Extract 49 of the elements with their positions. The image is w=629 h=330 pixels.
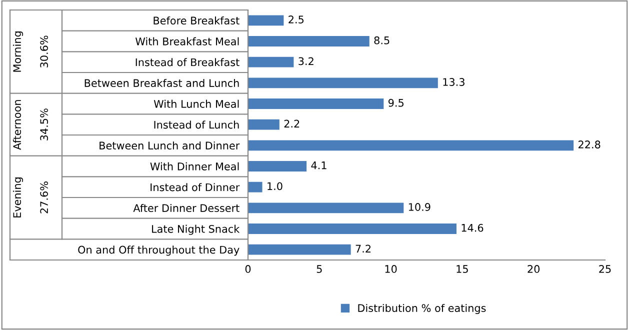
data-label: 13.3: [443, 78, 464, 86]
legend-label: Distribution % of eatings: [358, 304, 486, 314]
y-tick-label: Instead of Breakfast: [136, 58, 240, 66]
bar: [248, 56, 294, 68]
data-label: 10.9: [408, 203, 430, 211]
data-label: 22.8: [578, 140, 600, 148]
text: 27.6%: [40, 182, 48, 214]
data-label: 9.5: [388, 98, 404, 107]
bar: [248, 15, 284, 26]
data-label: 3.2: [298, 57, 314, 66]
text: 34.5%: [40, 108, 48, 140]
x-tick-label: 25: [599, 265, 611, 273]
bar: [248, 182, 262, 192]
y-tick-label: After Dinner Dessert: [133, 204, 240, 212]
text: Morning: [12, 32, 24, 72]
data-label: 7.2: [356, 244, 371, 252]
y-tick-label: Between Breakfast and Lunch: [84, 78, 239, 88]
text: Evening: [12, 178, 24, 218]
bar: [248, 78, 438, 88]
x-tick-label: 10: [385, 265, 397, 273]
x-tick-label: 20: [528, 265, 540, 273]
data-label: 2.5: [288, 16, 304, 24]
bar: [248, 36, 370, 46]
text: 30.6%: [40, 36, 48, 68]
y-tick-label: Instead of Lunch: [154, 120, 239, 129]
x-tick-label: 15: [456, 265, 468, 273]
x-tick-label: 5: [316, 265, 322, 273]
bar: [248, 119, 280, 130]
bar: [248, 161, 307, 172]
y-tick-label: With Lunch Meal: [154, 100, 239, 108]
data-label: 14.6: [462, 224, 484, 232]
data-label: 2.2: [284, 120, 300, 128]
y-tick-label: On and Off throughout the Day: [78, 246, 240, 256]
data-label: 8.5: [374, 36, 390, 44]
text: Afternoon: [12, 100, 22, 150]
bar: [248, 244, 351, 255]
data-label: 1.0: [268, 182, 282, 190]
bar: [248, 224, 456, 234]
bar: [248, 140, 574, 151]
y-tick-label: Before Breakfast: [154, 16, 240, 25]
data-label: 4.1: [311, 162, 326, 170]
y-tick-label: With Dinner Meal: [150, 162, 239, 170]
bar: [248, 202, 404, 214]
x-tick-label: 0: [245, 265, 251, 273]
y-tick-label: With Breakfast Meal: [135, 37, 239, 46]
y-tick-label: Instead of Dinner: [150, 183, 240, 192]
y-tick-label: Between Lunch and Dinner: [100, 141, 240, 150]
y-tick-label: Late Night Snack: [152, 224, 240, 235]
bar: [248, 98, 384, 109]
